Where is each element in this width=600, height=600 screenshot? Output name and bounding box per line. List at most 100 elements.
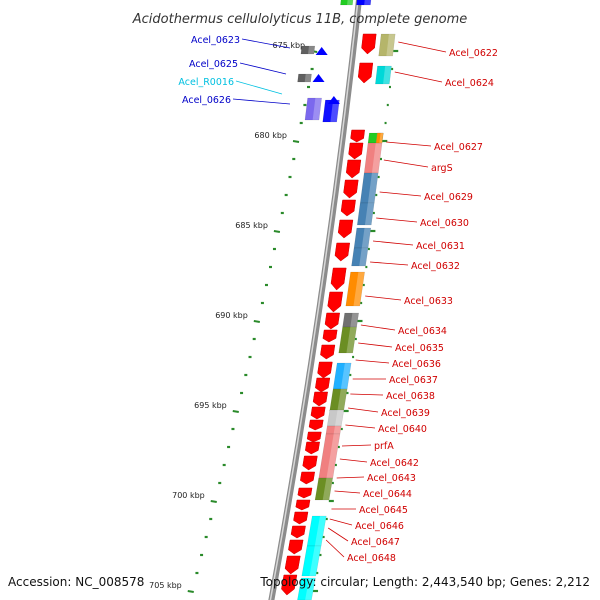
gene-arrow-plus <box>290 525 306 539</box>
gene-arrow-plus <box>308 419 324 431</box>
cog-box-shade <box>322 478 333 500</box>
leader-line <box>325 539 345 558</box>
cog-box <box>351 247 369 267</box>
gene-label-minus: Acel_R0016 <box>178 77 234 88</box>
gene-label-minus: Acel_0625 <box>189 59 238 70</box>
gene-arrow-plus <box>350 129 365 143</box>
gene-label-plus: Acel_0646 <box>355 521 404 532</box>
gene-label-plus: Acel_0631 <box>416 241 465 252</box>
cog-box <box>359 172 379 204</box>
gene-arrow-plus <box>312 391 328 407</box>
gene-label-plus: argS <box>431 163 453 174</box>
cog-box-shade <box>386 34 396 56</box>
gene-label-plus: Acel_0640 <box>378 424 427 435</box>
gene-arrow-plus <box>337 219 354 239</box>
gene-label-plus: Acel_0644 <box>363 489 412 500</box>
leader-line <box>376 217 418 223</box>
cog-box-shade <box>353 272 365 306</box>
gene-arrow-plus <box>348 142 364 160</box>
cog-box-shade <box>337 389 348 411</box>
gene-arrow-plus <box>340 199 356 217</box>
gene-arrow-minus <box>312 74 325 82</box>
leader-line <box>235 80 283 95</box>
gene-arrow-plus <box>300 471 316 485</box>
cog-box-shade <box>379 133 384 143</box>
gene-label-plus: Acel_0638 <box>386 391 435 402</box>
gene-arrow-plus <box>343 179 359 199</box>
leader-line <box>358 342 393 348</box>
cog-box <box>326 409 345 427</box>
gene-arrow-plus <box>288 539 304 555</box>
leader-line <box>398 41 447 53</box>
gene-label-plus: Acel_0636 <box>392 359 441 370</box>
accession-text: Accession: NC_008578 <box>8 575 144 589</box>
kbp-label: 675 kbp <box>273 41 306 50</box>
cog-box <box>338 326 357 354</box>
kbp-label: 700 kbp <box>172 491 205 500</box>
gene-arrow-plus <box>284 555 301 575</box>
cog-box-shade <box>333 426 342 434</box>
cog-box <box>353 227 372 249</box>
leader-line <box>232 98 291 105</box>
cog-box-shade <box>312 98 322 120</box>
cog-box <box>340 0 354 6</box>
leader-line <box>365 295 402 301</box>
leader-line <box>336 476 365 479</box>
gene-label-plus: Acel_0627 <box>434 142 483 153</box>
cog-box-shade <box>308 46 315 54</box>
kbp-tick <box>187 590 194 593</box>
leader-line <box>360 324 396 331</box>
gene-label-plus: Acel_0634 <box>398 326 447 337</box>
kbp-label: 695 kbp <box>194 401 227 410</box>
gene-label-plus: Acel_0629 <box>424 192 473 203</box>
gene-arrow-plus <box>320 344 336 360</box>
cog-box-shade <box>383 66 392 84</box>
cog-box <box>375 132 384 144</box>
gene-arrow-plus <box>293 511 309 525</box>
gene-arrow-plus <box>345 159 362 179</box>
kbp-label: 680 kbp <box>254 131 287 140</box>
gene-arrow-plus <box>322 329 338 343</box>
kbp-tick <box>273 230 281 233</box>
gene-label-plus: Acel_0639 <box>381 408 430 419</box>
cog-box-shade <box>340 363 352 389</box>
gene-label-plus: prfA <box>374 441 394 452</box>
gene-arrow-plus <box>327 291 344 313</box>
label-leader-lines <box>232 38 447 558</box>
genome-backbone <box>268 0 362 600</box>
cog-box <box>345 271 365 307</box>
gene-label-plus: Acel_0624 <box>445 78 494 89</box>
gene-label-plus: Acel_0648 <box>347 553 396 564</box>
cog-box-shade <box>364 203 375 225</box>
leader-line <box>329 518 353 526</box>
kbp-tick <box>253 320 260 323</box>
cog-box-shade <box>314 516 327 546</box>
cog-box-shade <box>346 327 357 353</box>
cog-box-shade <box>361 228 371 248</box>
gene-arrow-plus <box>357 62 374 84</box>
cog-box-shade <box>330 100 340 122</box>
kbp-label: 690 kbp <box>215 311 248 320</box>
leader-line <box>241 38 291 49</box>
gene-arrow-plus <box>324 312 340 330</box>
cog-box-shade <box>347 0 354 5</box>
gene-label-plus: Acel_0647 <box>351 537 400 548</box>
gene-arrow-plus <box>361 33 377 55</box>
leader-line <box>379 191 422 197</box>
cog-box <box>297 577 316 600</box>
kbp-label: 705 kbp <box>149 581 182 590</box>
leader-line <box>345 424 376 429</box>
leader-line <box>394 71 443 83</box>
gene-features <box>281 0 396 600</box>
backbone-highlight <box>269 0 359 600</box>
gene-label-minus: Acel_0626 <box>182 95 231 106</box>
cog-box <box>306 515 327 547</box>
cog-box-shade <box>364 0 372 5</box>
cog-box-shade <box>309 546 322 576</box>
leader-line <box>386 141 432 147</box>
leader-line <box>348 407 379 413</box>
gene-label-minus: Acel_0623 <box>191 35 240 46</box>
map-title: Acidothermus cellulolyticus 11B, complet… <box>132 12 468 27</box>
leader-line <box>239 62 287 75</box>
gene-arrow-plus <box>305 441 320 455</box>
